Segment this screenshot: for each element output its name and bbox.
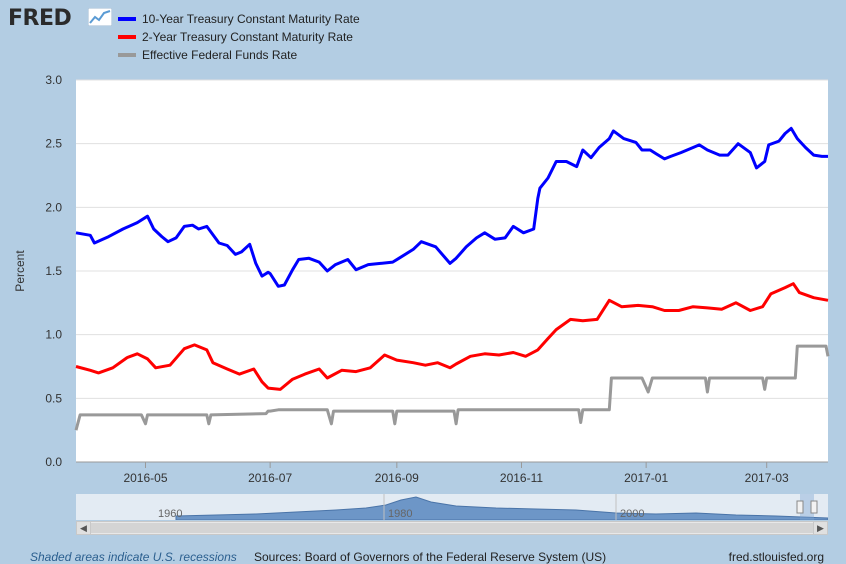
- legend-swatch-fed-funds: [118, 53, 136, 57]
- x-tick-label: 2016-11: [500, 471, 543, 485]
- fred-logo[interactable]: FRED: [8, 6, 72, 31]
- x-axis-ticks: 2016-05 2016-07 2016-09 2016-11 2017-01 2017-…: [76, 461, 828, 485]
- legend-item-fed-funds[interactable]: Effective Federal Funds Rate: [118, 46, 360, 64]
- y-tick-label: 1.5: [45, 264, 62, 278]
- legend-item-2-year[interactable]: 2-Year Treasury Constant Maturity Rate: [118, 28, 360, 46]
- y-axis-label: Percent: [13, 250, 27, 292]
- legend-swatch-2-year: [118, 35, 136, 39]
- x-tick-label: 2016-05: [123, 471, 167, 485]
- date-range-navigator[interactable]: 1960 1980 2000: [76, 494, 828, 520]
- series-line-10-year-treasury-constant-maturity-rate: [75, 126, 828, 288]
- legend-label-2-year: 2-Year Treasury Constant Maturity Rate: [142, 30, 353, 44]
- line-chart: 0.00.51.01.52.02.53.0 2016-05 2016-07 2016…: [13, 73, 830, 485]
- legend-label-fed-funds: Effective Federal Funds Rate: [142, 48, 298, 62]
- scroll-left-icon[interactable]: ◀: [77, 522, 91, 534]
- y-tick-label: 3.0: [45, 73, 62, 87]
- navigator-label-1980: 1980: [388, 508, 412, 520]
- fred-logo-graph-icon: [88, 8, 112, 26]
- y-tick-label: 2.0: [45, 200, 62, 214]
- y-tick-label: 1.0: [45, 328, 62, 342]
- navigator-label-1960: 1960: [158, 508, 182, 520]
- navigator-handle-left[interactable]: [796, 500, 804, 514]
- navigator-handle-right[interactable]: [810, 500, 818, 514]
- x-tick-label: 2016-09: [375, 471, 419, 485]
- x-tick-label: 2017-03: [745, 471, 789, 485]
- navigator-scrollbar[interactable]: ◀ ▶: [76, 521, 828, 535]
- x-tick-label: 2016-07: [248, 471, 292, 485]
- legend-swatch-10-year: [118, 17, 136, 21]
- navigator-overview-area: [175, 496, 828, 520]
- legend-label-10-year: 10-Year Treasury Constant Maturity Rate: [142, 12, 360, 26]
- site-link[interactable]: fred.stlouisfed.org: [728, 550, 824, 564]
- chart-legend: 10-Year Treasury Constant Maturity Rate …: [118, 10, 360, 64]
- y-tick-label: 0.0: [45, 455, 62, 469]
- series-line-effective-federal-funds-rate: [74, 344, 830, 431]
- series-line-2-year-treasury-constant-maturity-rate: [75, 282, 829, 391]
- sources-note: Sources: Board of Governors of the Feder…: [254, 550, 607, 564]
- scroll-right-icon[interactable]: ▶: [813, 522, 827, 534]
- legend-item-10-year[interactable]: 10-Year Treasury Constant Maturity Rate: [118, 10, 360, 28]
- scrollbar-thumb[interactable]: [91, 523, 813, 533]
- y-tick-label: 0.5: [45, 391, 62, 405]
- y-axis-ticks: 0.0 0.5 1.0 1.5 2.0 2.5 3.0: [45, 73, 62, 469]
- recession-note: Shaded areas indicate U.S. recessions: [30, 550, 237, 564]
- navigator-label-2000: 2000: [620, 508, 644, 520]
- chart-series: [74, 126, 830, 431]
- y-tick-label: 2.5: [45, 137, 62, 151]
- x-tick-label: 2017-01: [624, 471, 668, 485]
